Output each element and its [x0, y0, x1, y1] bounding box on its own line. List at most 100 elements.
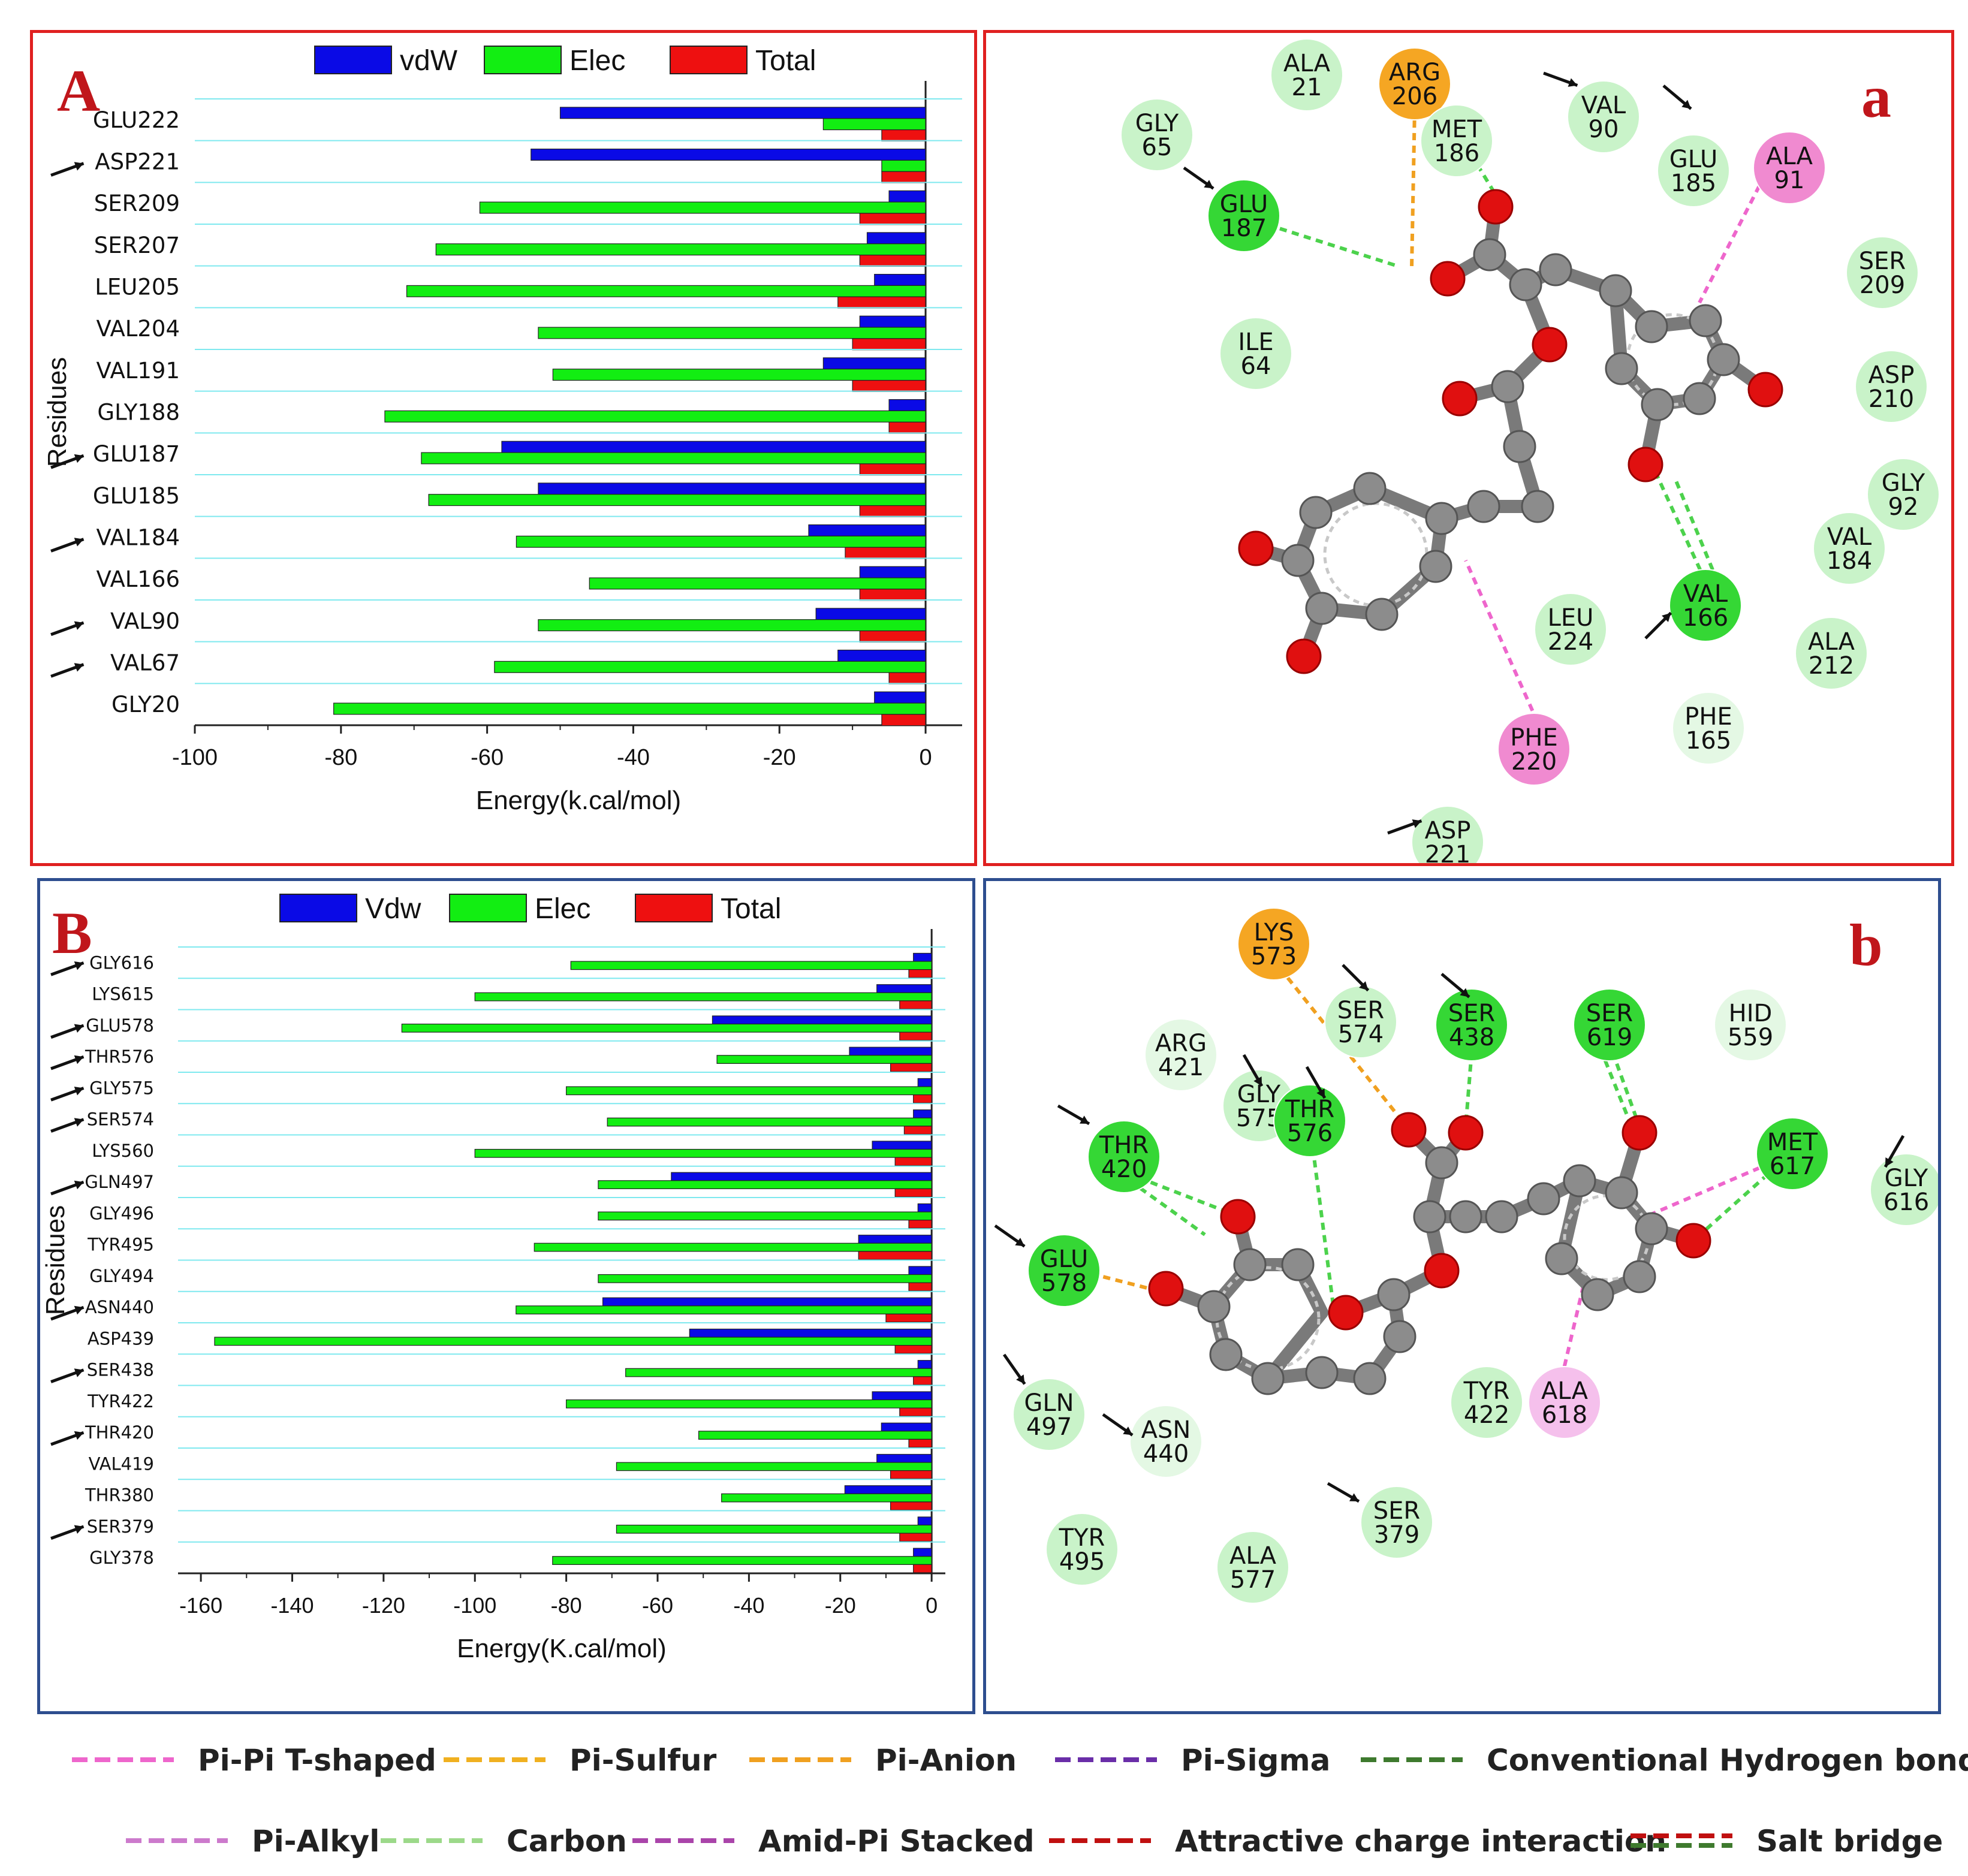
residue-number: 210	[1868, 385, 1914, 413]
legend-label: Salt bridge	[1756, 1824, 1943, 1859]
bar-total-ser207	[859, 254, 926, 267]
carbon-atom	[1353, 472, 1387, 505]
residue-val-166: VAL166	[1669, 569, 1742, 642]
oxygen-atom	[1391, 1112, 1427, 1148]
carbon-atom	[1449, 1200, 1482, 1233]
bar-elec-asp221	[881, 159, 926, 172]
bar-total-thr380	[890, 1501, 932, 1511]
bar-vdw-asp221	[531, 149, 926, 161]
residue-label-gly494: GLY494	[89, 1266, 154, 1286]
residue-disc	[1867, 458, 1940, 531]
interaction-line	[1410, 107, 1417, 267]
bar-elec-ser574	[607, 1117, 932, 1127]
arrow-head	[74, 1055, 84, 1064]
residue-label-gly188: GLY188	[97, 399, 180, 425]
carbon-atom	[1503, 430, 1536, 463]
residue-name: LEU	[1548, 604, 1594, 632]
carbon-atom	[1473, 238, 1506, 272]
bar-vdw-gly20	[874, 691, 926, 704]
legend-label: Elec	[569, 45, 625, 77]
residue-disc	[1497, 713, 1571, 786]
residue-arrow-icon	[1883, 1135, 1905, 1168]
residue-number: 186	[1434, 140, 1479, 167]
x-tick-label: -60	[471, 745, 504, 770]
carbon-atom	[1281, 1248, 1315, 1281]
residue-name: GLY	[1135, 110, 1179, 137]
interaction-line	[1560, 1276, 1587, 1379]
residue-label-val67: VAL67	[110, 650, 180, 675]
residue-name: MET	[1431, 116, 1482, 143]
residue-arrow-icon	[50, 1305, 85, 1321]
carbon-atom	[1425, 1146, 1458, 1180]
residue-label-val204: VAL204	[97, 316, 180, 342]
interaction-line	[1692, 1164, 1779, 1242]
bar-total-val67	[888, 672, 926, 684]
residue-arrow-icon	[50, 162, 85, 177]
residue-label-thr576: THR576	[85, 1046, 154, 1067]
bar-vdw-val419	[876, 1453, 932, 1463]
residue-arrow-icon	[1644, 611, 1672, 640]
carbon-atom	[1413, 1200, 1446, 1233]
carbon-atom	[1539, 253, 1572, 286]
residue-label-glu185: GLU185	[93, 483, 180, 509]
residue-name: GLY	[1885, 1165, 1928, 1192]
carbon-atom	[1635, 1212, 1668, 1245]
residue-arrow-icon	[1543, 71, 1578, 87]
arrow-head	[74, 621, 84, 630]
residue-number: 220	[1511, 748, 1557, 776]
oxygen-atom	[1238, 530, 1274, 566]
residue-disc	[1435, 988, 1508, 1061]
x-tick-label: 0	[919, 745, 932, 770]
legend-swatch	[635, 894, 713, 922]
interaction-line	[1464, 559, 1539, 723]
bar-vdw-thr380	[844, 1485, 932, 1494]
residue-arrow-icon	[50, 1525, 85, 1540]
residue-number: 187	[1221, 215, 1267, 242]
bar-total-val184	[845, 547, 926, 559]
residue-thr-420: THR420	[1087, 1120, 1161, 1193]
legend-label: Elec	[535, 893, 590, 925]
residue-number: 438	[1449, 1024, 1494, 1051]
residue-label-val90: VAL90	[110, 608, 180, 634]
residue-number: 209	[1859, 272, 1905, 299]
carbon-atom	[1365, 598, 1399, 631]
residue-name: ALA	[1766, 143, 1813, 170]
arrow-head	[1412, 819, 1422, 828]
legend-label: Pi-Sigma	[1181, 1743, 1330, 1778]
residue-disc	[1756, 1117, 1829, 1190]
x-axis-title: Energy(K.cal/mol)	[457, 1634, 667, 1663]
residue-label-ser379: SER379	[87, 1516, 154, 1537]
residue-disc	[1144, 1018, 1217, 1091]
bar-elec-gln497	[598, 1180, 932, 1189]
arrow-head	[1885, 1157, 1894, 1167]
carbon-atom	[1623, 1260, 1656, 1293]
residue-name: SER	[1448, 1000, 1495, 1027]
bar-total-val191	[852, 379, 926, 392]
bar-elec-lys560	[474, 1148, 932, 1158]
carbon-atom	[1641, 388, 1674, 421]
bar-total-ser379	[899, 1533, 932, 1542]
bar-vdw-tyr495	[858, 1235, 932, 1244]
residue-label-gly496: GLY496	[89, 1203, 154, 1223]
residue-number: 576	[1287, 1120, 1333, 1147]
bar-vdw-thr420	[881, 1422, 932, 1432]
residue-disc	[1573, 988, 1646, 1061]
legend-item-vdw: vdW	[314, 45, 458, 77]
oxygen-atom	[1675, 1223, 1711, 1259]
residue-disc	[1237, 907, 1310, 981]
carbon-atom	[1509, 268, 1542, 301]
residue-disc	[1855, 350, 1928, 423]
residue-label-asn440: ASN440	[85, 1297, 154, 1317]
residue-number: 91	[1774, 167, 1805, 194]
bar-elec-val166	[589, 577, 926, 590]
residue-name: ALA	[1229, 1542, 1277, 1570]
residue-arrow-icon	[50, 538, 85, 553]
arrow-head	[74, 1087, 84, 1096]
residue-disc	[1672, 692, 1745, 765]
